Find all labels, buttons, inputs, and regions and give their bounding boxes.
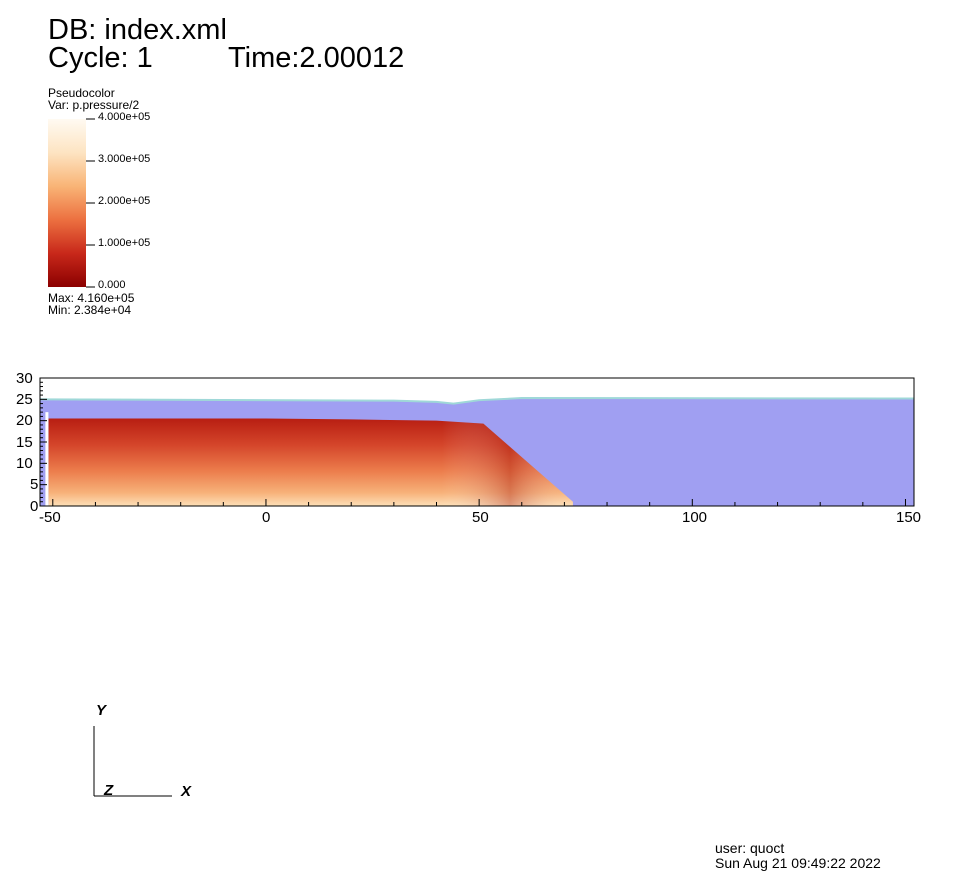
axis-triad (93, 726, 172, 797)
x-tick-label: 100 (682, 509, 708, 526)
legend-tick-label: 0.000 (98, 279, 126, 291)
legend-tick-label: 3.000e+05 (98, 153, 151, 165)
legend-tick-label: 1.000e+05 (98, 237, 151, 249)
legend-ticks (86, 118, 95, 288)
x-tick-label: -50 (39, 509, 61, 526)
triad-y-label: Y (96, 702, 107, 719)
y-tick-label: 20 (16, 412, 33, 429)
legend-tick-label: 4.000e+05 (98, 111, 151, 123)
y-tick-label: 15 (16, 434, 33, 451)
db-title: DB: index.xml (48, 14, 227, 46)
y-tick-label: 10 (16, 455, 33, 472)
legend-max-label: Max: 4.160e+05 (48, 291, 135, 305)
date-label: Sun Aug 21 09:49:22 2022 (715, 855, 881, 871)
legend-min-label: Min: 2.384e+04 (48, 303, 132, 317)
time-label: Time:2.00012 (228, 42, 405, 74)
legend-tick-label: 2.000e+05 (98, 195, 151, 207)
legend-color-bar (48, 119, 86, 287)
user-label: user: quoct (715, 840, 785, 856)
pressure-shade (48, 418, 573, 506)
cycle-label: Cycle: 1 (48, 42, 153, 74)
plot-area (39, 397, 915, 506)
water-surface-line (39, 397, 915, 405)
y-tick-label: 0 (30, 498, 39, 515)
legend-plot-type: Pseudocolor (48, 86, 115, 100)
triad-x-label: X (181, 783, 192, 800)
legend-var-label: Var: p.pressure/2 (48, 98, 140, 112)
triad-z-label: Z (104, 782, 114, 799)
x-tick-label: 50 (472, 509, 489, 526)
axes (39, 377, 915, 507)
x-tick-label: 0 (262, 509, 271, 526)
wall (45, 412, 49, 506)
x-tick-label: 150 (896, 509, 922, 526)
y-tick-label: 5 (30, 476, 39, 493)
y-tick-label: 30 (16, 370, 33, 387)
y-tick-label: 25 (16, 391, 33, 408)
